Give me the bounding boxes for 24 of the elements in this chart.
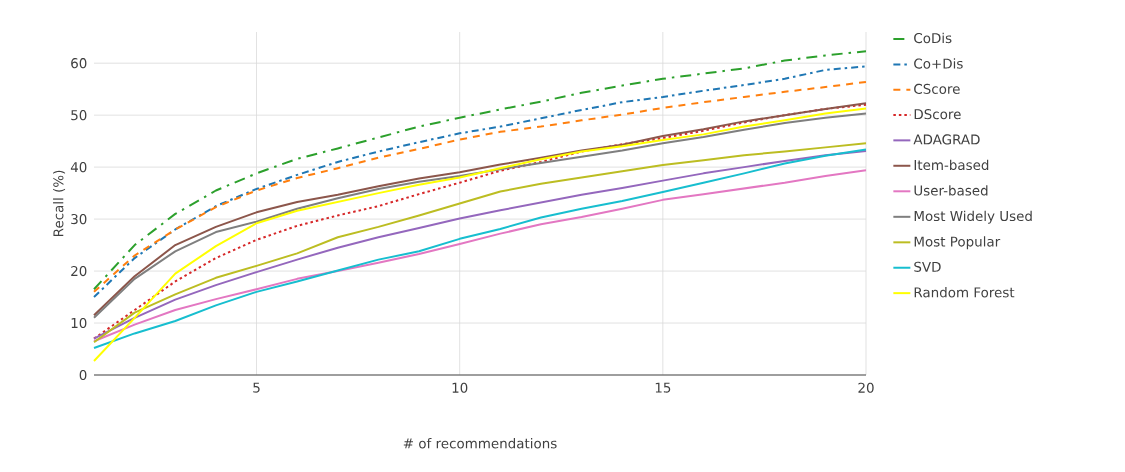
legend-label: DScore (914, 109, 961, 120)
x-tick-label: 10 (452, 382, 468, 393)
legend-label: CScore (914, 83, 960, 94)
legend-label: Most Widely Used (914, 210, 1032, 224)
legend-label: Item-based (914, 159, 989, 171)
x-axis-title: # of recommendations (403, 438, 557, 449)
y-tick-label: 10 (71, 317, 87, 329)
x-tick-label: 20 (858, 382, 874, 393)
y-tick-label: 20 (71, 265, 87, 277)
y-tick-label: 50 (71, 110, 87, 121)
legend-label: Random Forest (914, 287, 1015, 298)
legend-label: SVD (914, 261, 941, 272)
legend-label: Most Popular (914, 236, 1001, 250)
x-tick-label: 5 (253, 382, 260, 393)
y-tick-label: 60 (71, 58, 87, 69)
y-tick-label: 0 (79, 369, 87, 381)
y-axis-title: Recall (%) (53, 170, 66, 237)
y-tick-label: 30 (71, 214, 87, 225)
x-tick-label: 15 (655, 382, 671, 393)
legend-label: User-based (914, 185, 988, 196)
legend-label: Co+Dis (914, 58, 963, 69)
y-tick-label: 40 (70, 162, 87, 173)
legend-label: CoDis (914, 32, 952, 44)
legend-label: ADAGRAD (913, 134, 980, 145)
